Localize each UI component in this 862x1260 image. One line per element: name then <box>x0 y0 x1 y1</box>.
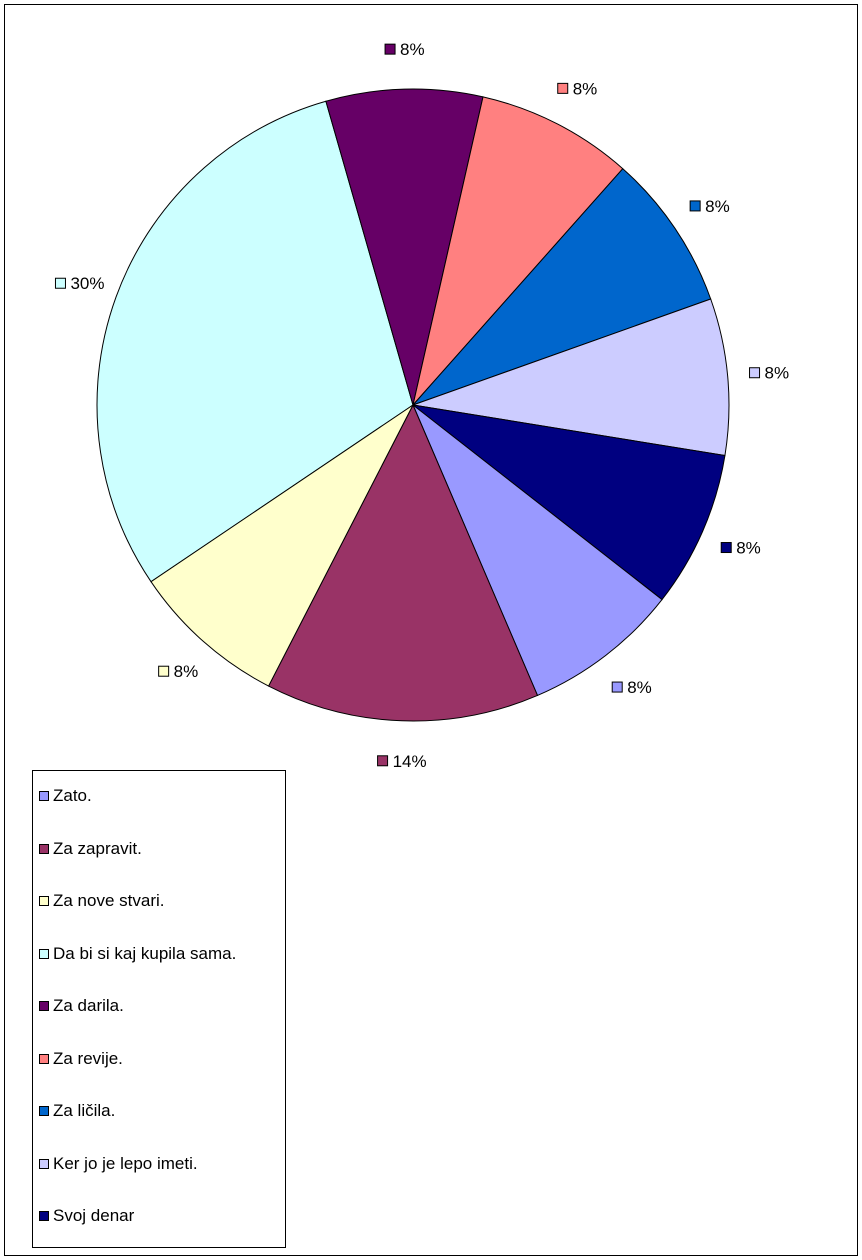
data-label-swatch <box>158 665 170 677</box>
data-label-text: 8% <box>736 539 761 558</box>
legend-item-za-zapravit: Za zapravit. <box>39 839 142 859</box>
data-label-svoj-denar: 8% <box>720 539 761 558</box>
legend-swatch <box>39 791 49 801</box>
legend-swatch <box>39 1158 49 1169</box>
pie-slice-za-zapravit <box>267 403 539 722</box>
data-label-text: 8% <box>573 79 598 98</box>
data-label-swatch <box>384 43 396 55</box>
legend-swatch <box>39 1053 49 1064</box>
data-label-da-bi-si-kaj-kupila-sama: 30% <box>54 274 105 293</box>
legend-swatch <box>39 1001 49 1011</box>
pie-slice-za-darila <box>325 88 484 406</box>
data-label-text: 8% <box>705 197 730 216</box>
data-label-zato: 8% <box>611 678 652 697</box>
legend-label: Ker jo je lepo imeti. <box>53 1153 198 1173</box>
legend-swatch <box>39 1211 49 1221</box>
data-label-text: 8% <box>627 678 652 697</box>
legend-label: Za darila. <box>53 996 124 1015</box>
pie-slices <box>96 88 730 722</box>
pie-slice-za-licila <box>412 167 712 406</box>
legend-label: Zato. <box>53 786 92 805</box>
pie-slice-za-revije <box>412 96 624 406</box>
pie-slice-svoj-denar <box>412 404 726 601</box>
pie-slice-zato <box>412 404 663 697</box>
pie-slice-ker-jo-je-lepo-imeti <box>412 298 730 457</box>
data-label-ker-jo-je-lepo-imeti: 8% <box>749 364 790 383</box>
chart-area <box>4 4 858 1256</box>
legend-label: Za ličila. <box>53 1101 116 1120</box>
data-label-swatch <box>720 542 732 554</box>
data-label-text: 8% <box>174 662 199 681</box>
data-label-text: 8% <box>400 40 425 59</box>
legend-item-za-revije: Za revije. <box>39 1049 123 1069</box>
data-label-za-zapravit: 14% <box>377 752 427 771</box>
data-label-swatch <box>377 755 389 767</box>
legend-swatch <box>39 896 49 906</box>
data-label-swatch <box>54 277 66 289</box>
data-label-za-licila: 8% <box>689 197 730 216</box>
legend-item-za-nove-stvari: Za nove stvari. <box>39 891 165 911</box>
pie-slice-za-nove-stvari <box>150 404 414 687</box>
pie-slice-da-bi-si-kaj-kupila-sama <box>96 100 414 583</box>
legend-label: Svoj denar <box>53 1206 135 1225</box>
legend-item-za-licila: Za ličila. <box>39 1101 115 1121</box>
legend-label: Za nove stvari. <box>53 891 165 910</box>
legend-item-ker-jo-je-lepo-imeti: Ker jo je lepo imeti. <box>39 1154 198 1174</box>
legend-label: Da bi si kaj kupila sama. <box>53 943 237 963</box>
data-label-swatch <box>557 82 569 94</box>
legend-item-zato: Zato. <box>39 786 92 806</box>
data-label-za-revije: 8% <box>557 79 598 98</box>
legend-swatch <box>39 1106 49 1116</box>
data-label-text: 8% <box>765 364 790 383</box>
data-label-za-darila: 8% <box>384 40 425 59</box>
pie-data-labels: 30% 8% 8% 8% 8% 8% 8% 14% 8% <box>54 40 790 771</box>
legend: Zato. Za zapravit. Za nove stvari. Da bi si… <box>32 770 286 1248</box>
legend-label: Za zapravit. <box>53 838 142 858</box>
data-label-swatch <box>749 367 761 379</box>
legend-item-da-bi-si-kaj-kupila-sama: Da bi si kaj kupila sama. <box>39 944 236 964</box>
data-label-swatch <box>689 200 701 212</box>
legend-item-za-darila: Za darila. <box>39 996 124 1016</box>
legend-item-svoj-denar: Svoj denar <box>39 1206 134 1226</box>
legend-swatch <box>39 948 49 959</box>
data-label-swatch <box>611 681 623 693</box>
data-label-text: 14% <box>393 752 427 771</box>
data-label-za-nove-stvari: 8% <box>158 662 199 681</box>
legend-label: Za revije. <box>53 1048 123 1068</box>
legend-swatch <box>39 843 49 854</box>
data-label-text: 30% <box>70 274 104 293</box>
